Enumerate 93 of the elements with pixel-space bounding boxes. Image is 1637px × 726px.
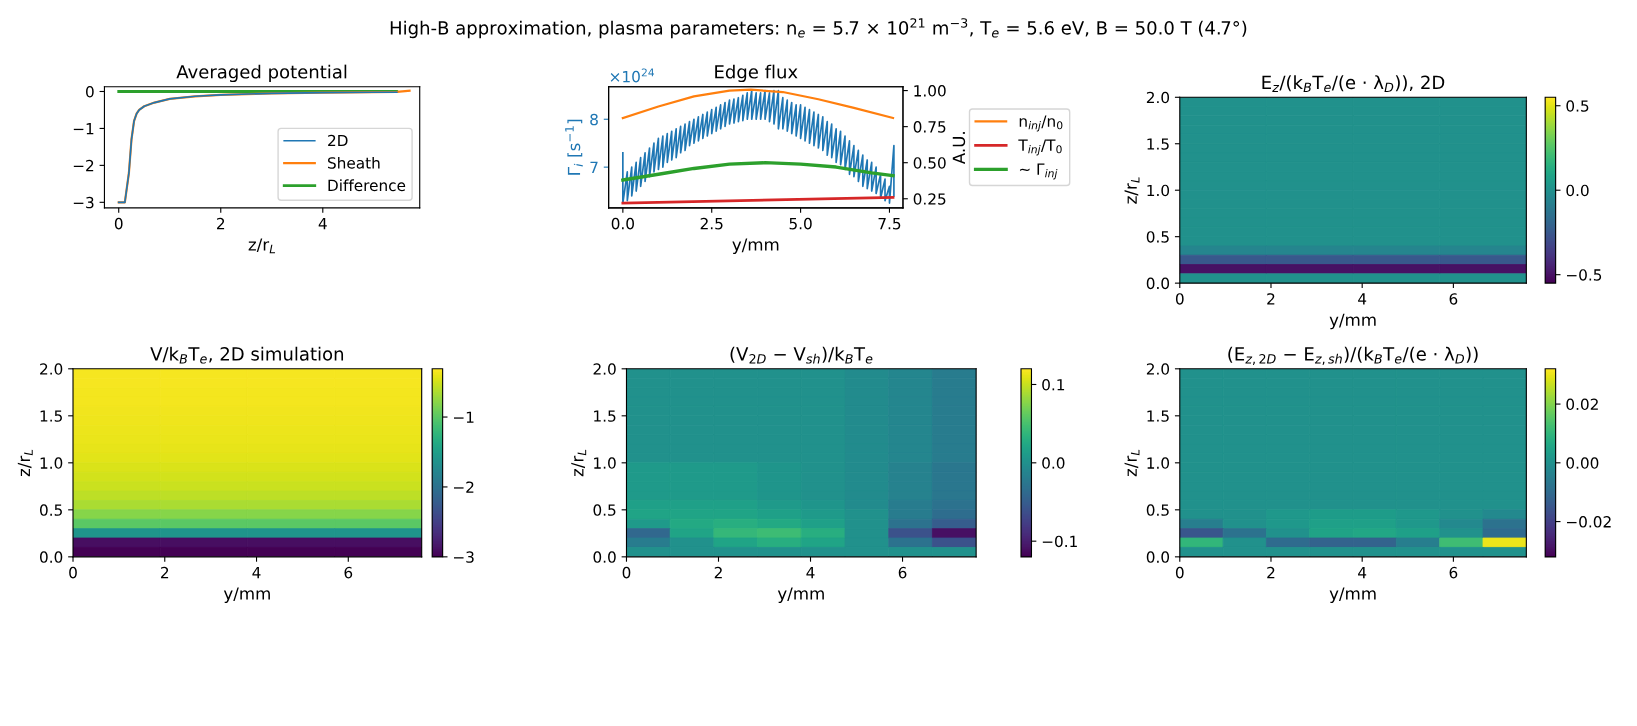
color-bar-label: 0.02 — [1566, 398, 1598, 411]
y-tick-label: 2.0 — [1146, 91, 1170, 104]
text: High-B approximation, plasma parameters: n$_{e}$ = 5.7 × 10$^{21}$ m$^{−3}$, T$_{e}$ = 5.6 eV, B = 50.0 T (4.7°) — [390, 18, 1247, 39]
color-bar-label: 0.0 — [1042, 457, 1065, 469]
x-tick-label: 5.0 — [789, 217, 812, 230]
chart-title: E$_{z}$/(k$_{B}$T$_{e}$/(e · λ$_{D}$)), 2D — [1262, 75, 1445, 93]
x-tick-label: 4 — [806, 567, 815, 579]
chart-title: Averaged potential — [176, 64, 347, 83]
text: ×10$^{24}$ — [610, 68, 655, 83]
x-axis-title: z/r$_{L}$ — [248, 238, 276, 254]
legend-label: Sheath — [328, 156, 380, 169]
x-tick-label: 7.5 — [878, 218, 901, 230]
line-series — [621, 88, 895, 120]
y-tick-label: 0.5 — [593, 504, 616, 516]
x-tick-label: 2 — [217, 217, 225, 230]
y2-tick-label: 1.00 — [914, 85, 946, 97]
y-tick-label: 0.0 — [593, 551, 616, 563]
y-axis-title: z/r$_{L}$ — [1124, 177, 1140, 204]
x-tick-label: 6 — [344, 566, 353, 579]
y-tick-label: 0.5 — [40, 504, 62, 516]
color-bar-label: −0.5 — [1566, 269, 1602, 281]
color-bar-label: 0.0 — [1566, 184, 1589, 197]
legend-label: 2D — [328, 134, 348, 147]
line-series — [621, 161, 895, 182]
x-tick-label: 6 — [1449, 293, 1458, 305]
color-bar-label: 0.5 — [1566, 100, 1589, 112]
y-tick-label: 1.5 — [1147, 138, 1169, 150]
x-tick-label: 6 — [1449, 566, 1458, 579]
x-tick-label: 2.5 — [700, 217, 723, 230]
y-tick-label: −1 — [73, 123, 94, 135]
x-tick-label: 4 — [318, 218, 327, 230]
chart-title: (E$_{z,2D}$ − E$_{z,sh}$)/(k$_{B}$T$_{e}$/(e · λ$_{D}$)) — [1228, 346, 1478, 365]
color-bar-label: −3 — [453, 551, 474, 563]
y-tick-label: 1.0 — [594, 457, 616, 469]
y-tick-label: 7 — [590, 161, 598, 173]
x-axis-title: y/mm — [732, 238, 779, 255]
x-tick-label: 0 — [1175, 566, 1184, 579]
x-tick-label: 0.0 — [611, 217, 634, 230]
y-axis-title: z/r$_{L}$ — [17, 449, 33, 477]
y-tick-label: 0.0 — [1146, 277, 1170, 290]
color-bar-label: −2 — [453, 481, 474, 493]
x-axis-title: y/mm — [1329, 587, 1376, 604]
color-bar-label: −0.02 — [1566, 516, 1611, 528]
color-bar-label: −1 — [453, 411, 474, 423]
y-tick-label: −2 — [73, 159, 94, 172]
color-bar-label: 0.1 — [1042, 378, 1065, 391]
color-bar-label: 0.00 — [1566, 457, 1599, 469]
legend-label: ∼ Γ$_{inj}$ — [1019, 163, 1058, 180]
legend-label: Difference — [328, 179, 406, 192]
y-tick-label: 1.0 — [40, 457, 63, 469]
y-tick-label: 0 — [86, 85, 94, 98]
y-tick-label: 1.5 — [40, 410, 62, 422]
y2-axis-title: A.U. — [952, 132, 966, 165]
y-tick-label: 8 — [590, 113, 598, 126]
y-axis-title: z/r$_{L}$ — [1124, 449, 1140, 477]
y-tick-label: 1.0 — [1147, 184, 1170, 197]
y2-tick-label: 0.25 — [913, 193, 946, 205]
line-series — [622, 89, 895, 204]
y-tick-label: 2.0 — [40, 363, 63, 375]
y-tick-label: 0.0 — [1146, 551, 1170, 563]
x-tick-label: 6 — [898, 566, 907, 579]
legend-label: T$_{inj}$/T$_{0}$ — [1018, 139, 1062, 156]
y2-tick-label: 0.75 — [913, 121, 946, 133]
x-axis-title: y/mm — [223, 587, 270, 604]
x-tick-label: 0 — [622, 566, 631, 579]
chart-title: Edge flux — [715, 64, 798, 83]
x-tick-label: 2 — [714, 566, 722, 579]
x-axis-title: y/mm — [777, 587, 824, 604]
y-axis-title: Γ$_{i}$ [s$^{−1}$] — [565, 119, 583, 175]
x-tick-label: 4 — [1358, 293, 1367, 305]
x-tick-label: 4 — [252, 567, 261, 579]
legend-label: n$_{inj}$/n$_{0}$ — [1019, 115, 1063, 132]
x-tick-label: 2 — [1267, 566, 1275, 579]
color-bar-label: −0.1 — [1042, 535, 1077, 548]
y-tick-label: 0.5 — [1146, 504, 1169, 516]
chart-title: V/k$_{B}$T$_{e}$, 2D simulation — [150, 346, 344, 364]
x-tick-label: 2 — [1267, 293, 1275, 305]
x-tick-label: 4 — [1358, 567, 1367, 579]
y-axis-title: z/r$_{L}$ — [571, 449, 587, 477]
y2-tick-label: 0.50 — [913, 157, 946, 169]
y-tick-label: 1.5 — [594, 410, 616, 422]
y-tick-label: 1.5 — [1147, 410, 1169, 422]
y-tick-label: −3 — [73, 196, 94, 209]
y-tick-label: 2.0 — [1146, 363, 1170, 375]
y-tick-label: 2.0 — [593, 363, 616, 375]
chart-title: (V$_{2D}$ − V$_{sh}$)/k$_{B}$T$_{e}$ — [730, 346, 873, 364]
y-tick-label: 1.0 — [1147, 457, 1170, 469]
x-tick-label: 2 — [161, 566, 169, 579]
x-tick-label: 0 — [1175, 293, 1184, 305]
y-tick-label: 0.0 — [40, 551, 63, 563]
y-tick-label: 0.5 — [1146, 231, 1169, 243]
x-tick-label: 0 — [114, 217, 123, 230]
x-axis-title: y/mm — [1329, 313, 1376, 330]
